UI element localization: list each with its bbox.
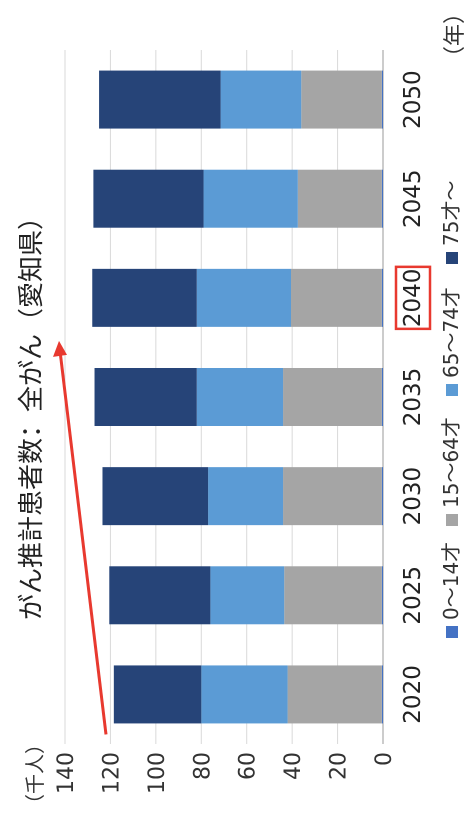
bar-segment (109, 566, 211, 625)
y-tick-label: 140 (54, 752, 79, 794)
legend-label: 75才～ (439, 181, 463, 246)
chart-title: がん推計患者数：全がん（愛知県） (17, 204, 47, 620)
x-tick-label: 2020 (400, 665, 426, 724)
bar-segment (381, 566, 384, 625)
x-tick-label: 2025 (400, 566, 426, 625)
y-tick-label: 80 (190, 752, 215, 780)
bar-segment (283, 467, 382, 526)
y-tick-labels: 0 20 40 60 80 100 120 140 (54, 752, 397, 794)
legend-swatch (446, 252, 458, 264)
bar-segment (381, 665, 384, 724)
x-tick-labels: 2020 2025 2030 2035 2040 2045 2050 (400, 70, 426, 723)
legend-swatch (446, 626, 458, 638)
bar-segment (381, 467, 384, 526)
bar-segment (381, 70, 384, 129)
highlight-box (394, 265, 432, 331)
bar-segment (301, 70, 382, 129)
bar-segment (196, 368, 284, 426)
bar-segment (102, 467, 209, 526)
x-tick-label: 2030 (400, 467, 426, 526)
bar-segment (220, 70, 302, 129)
legend-swatch (446, 514, 458, 526)
annotation-layer (53, 265, 432, 735)
bar-segment (201, 665, 288, 724)
bar-segment (113, 665, 202, 724)
bar-segment (93, 169, 204, 228)
x-tick-label: 2050 (400, 70, 426, 129)
bar-segment (196, 268, 292, 327)
bar-segment (210, 566, 285, 625)
y-tick-label: 120 (99, 752, 124, 794)
y-tick-label: 20 (327, 752, 352, 780)
bar-segment (94, 368, 197, 426)
x-tick-label: 2040 (400, 269, 426, 328)
legend-swatch (446, 384, 458, 396)
y-tick-label: 60 (236, 752, 261, 780)
x-tick-label: 2035 (400, 368, 426, 427)
bar-segment (208, 467, 284, 526)
trend-arrow-head (53, 340, 67, 357)
legend-label: 0～14才 (439, 542, 463, 620)
legend-label: 65～74才 (439, 287, 463, 378)
bar-segment (381, 368, 384, 426)
legend: 0～14才 15～64才 65～74才 75才～ (439, 181, 463, 638)
bar-segment (381, 268, 384, 327)
bar-segment (284, 566, 382, 625)
bar-segment (287, 665, 382, 724)
x-tick-label: 2045 (400, 169, 426, 228)
bar-segment (92, 268, 197, 327)
bar-layer (92, 70, 384, 724)
x-axis-unit-label: （年） (443, 2, 468, 68)
y-tick-label: 100 (145, 752, 170, 794)
y-axis-unit-label: （千人） (23, 734, 47, 814)
bar-segment (291, 268, 382, 327)
bar-segment (283, 368, 382, 426)
y-tick-label: 40 (281, 752, 306, 780)
trend-arrow-line (58, 350, 108, 735)
bar-segment (297, 169, 382, 228)
bar-segment (203, 169, 298, 228)
bar-segment (381, 169, 384, 228)
y-tick-label: 0 (372, 752, 397, 766)
legend-label: 15～64才 (439, 417, 463, 508)
bar-segment (99, 70, 221, 129)
